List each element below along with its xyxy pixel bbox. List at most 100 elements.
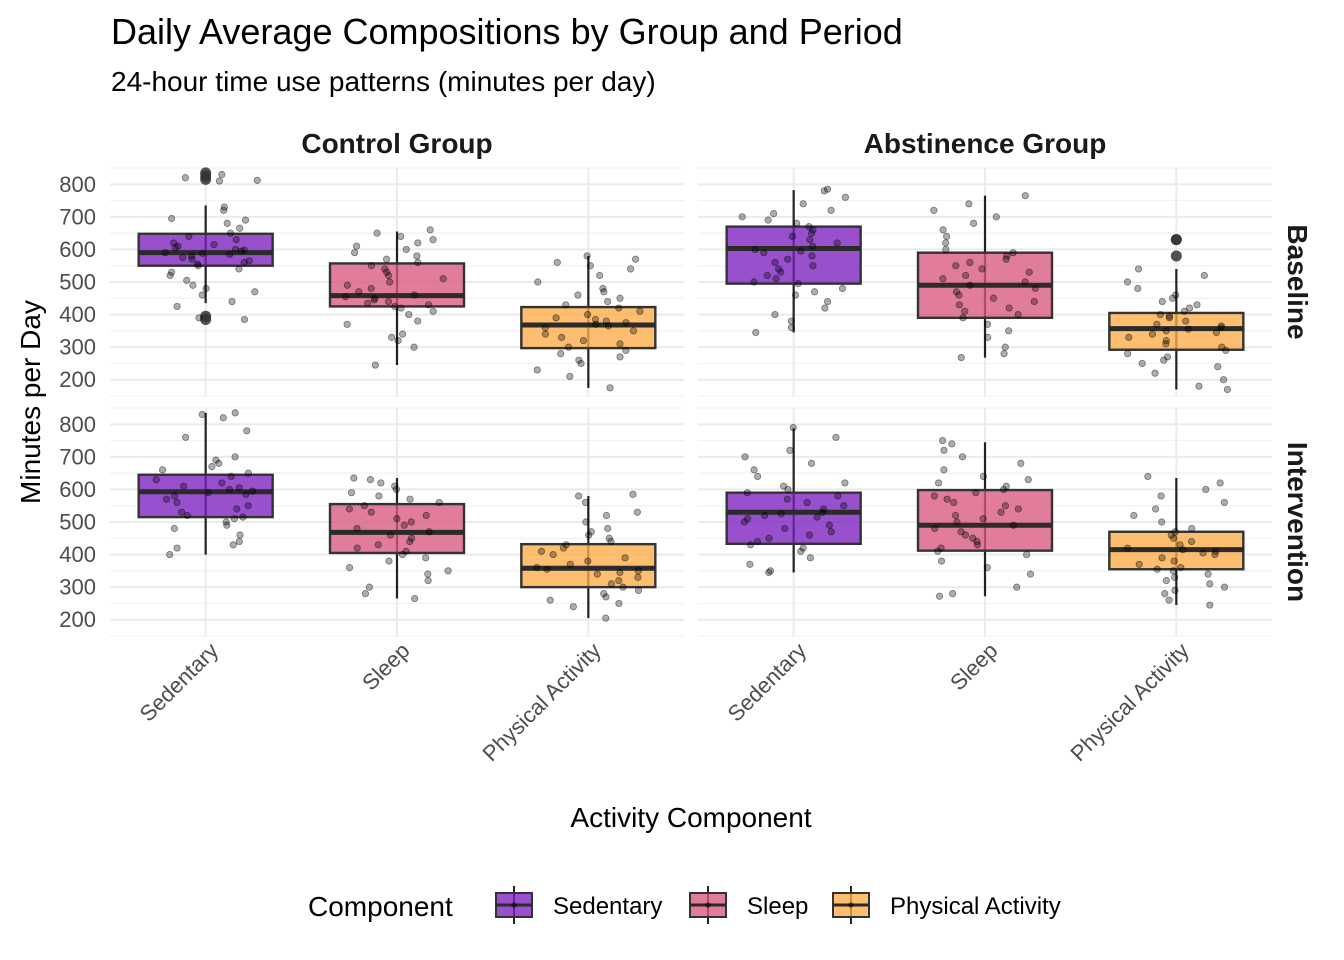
jitter-point bbox=[575, 356, 583, 364]
jitter-point bbox=[1212, 328, 1221, 337]
box-rect bbox=[520, 542, 657, 589]
jitter-point bbox=[1124, 544, 1132, 552]
jitter-point bbox=[1217, 322, 1225, 330]
jitter-point bbox=[429, 236, 437, 244]
jitter-point bbox=[1206, 601, 1214, 609]
jitter-point bbox=[382, 255, 391, 263]
outlier-point bbox=[200, 173, 212, 185]
jitter-point bbox=[823, 185, 832, 193]
jitter-point bbox=[979, 472, 987, 480]
jitter-point bbox=[626, 265, 635, 273]
y-tick-label: 300 bbox=[59, 575, 96, 600]
jitter-point bbox=[384, 297, 393, 306]
y-tick-label: 800 bbox=[59, 172, 96, 197]
jitter-point bbox=[1162, 577, 1170, 585]
x-axis-label: Activity Component bbox=[570, 802, 811, 833]
jitter-point bbox=[793, 219, 801, 227]
jitter-point bbox=[235, 484, 243, 492]
jitter-point bbox=[426, 226, 434, 234]
jitter-point bbox=[989, 294, 998, 302]
jitter-point bbox=[596, 271, 604, 280]
legend-item: Sedentary bbox=[495, 886, 662, 924]
jitter-point bbox=[992, 213, 1000, 221]
jitter-point bbox=[775, 265, 783, 273]
jitter-point bbox=[1009, 249, 1017, 257]
jitter-point bbox=[343, 320, 351, 328]
jitter-point bbox=[218, 479, 226, 487]
jitter-point bbox=[1000, 485, 1008, 494]
jitter-point bbox=[244, 502, 252, 510]
jitter-point bbox=[799, 200, 807, 208]
jitter-point bbox=[823, 297, 832, 306]
jitter-point bbox=[806, 236, 814, 244]
jitter-point bbox=[406, 537, 414, 546]
jitter-point bbox=[243, 427, 251, 435]
jitter-point bbox=[552, 314, 560, 322]
jitter-point bbox=[743, 489, 751, 497]
jitter-point bbox=[616, 340, 624, 348]
jitter-point bbox=[771, 258, 779, 267]
jitter-point bbox=[245, 257, 253, 265]
jitter-point bbox=[388, 333, 396, 341]
y-tick-label: 800 bbox=[59, 412, 96, 437]
jitter-point bbox=[943, 495, 951, 503]
jitter-point bbox=[367, 284, 375, 293]
jitter-point bbox=[179, 253, 187, 262]
jitter-point bbox=[1030, 297, 1038, 306]
jitter-point bbox=[772, 275, 780, 283]
jitter-point bbox=[1204, 570, 1212, 578]
jitter-point bbox=[820, 505, 828, 513]
jitter-point bbox=[794, 280, 802, 288]
jitter-point bbox=[763, 271, 771, 280]
jitter-point bbox=[1021, 192, 1029, 200]
facet-strips: Baseline Intervention Control Group Abstine… bbox=[301, 128, 1313, 602]
facet-panel bbox=[110, 407, 684, 637]
jitter-point bbox=[231, 453, 239, 461]
jitter-point bbox=[210, 240, 218, 249]
jitter-point bbox=[198, 291, 206, 299]
jitter-point bbox=[557, 350, 565, 358]
jitter-point bbox=[752, 328, 760, 337]
jitter-point bbox=[1002, 482, 1010, 490]
jitter-point bbox=[398, 550, 407, 559]
jitter-point bbox=[414, 258, 422, 267]
jitter-point bbox=[1217, 323, 1225, 332]
jitter-point bbox=[943, 232, 951, 240]
jitter-point bbox=[1005, 304, 1013, 312]
jitter-point bbox=[939, 226, 947, 234]
jitter-point bbox=[1162, 327, 1170, 335]
box-rect bbox=[725, 225, 862, 285]
jitter-point bbox=[1169, 567, 1177, 575]
jitter-point bbox=[741, 453, 749, 461]
jitter-point bbox=[345, 563, 354, 572]
jitter-point bbox=[940, 466, 948, 474]
jitter-point bbox=[1223, 385, 1231, 394]
jitter-point bbox=[587, 528, 595, 536]
jitter-point bbox=[232, 236, 240, 244]
jitter-point bbox=[813, 513, 821, 521]
jitter-point bbox=[746, 541, 755, 549]
jitter-point bbox=[385, 557, 393, 565]
y-tick-label: 600 bbox=[59, 477, 96, 502]
jitter-point bbox=[622, 319, 630, 327]
jitter-point bbox=[764, 216, 772, 224]
jitter-point bbox=[1134, 265, 1143, 273]
jitter-point bbox=[562, 301, 570, 309]
box-rect bbox=[520, 305, 657, 350]
jitter-point bbox=[240, 258, 248, 267]
jitter-point bbox=[202, 284, 210, 293]
jitter-point bbox=[242, 490, 250, 498]
jitter-point bbox=[366, 476, 375, 484]
jitter-point bbox=[1182, 317, 1190, 325]
jitter-point bbox=[809, 242, 817, 250]
jitter-point bbox=[1220, 498, 1228, 507]
jitter-point bbox=[391, 482, 399, 490]
legend-item: Physical Activity bbox=[832, 886, 1061, 924]
jitter-point bbox=[1026, 570, 1035, 578]
jitter-point bbox=[1176, 541, 1184, 549]
jitter-point bbox=[239, 513, 247, 521]
jitter-point bbox=[170, 239, 178, 247]
jitter-point bbox=[961, 531, 970, 539]
jitter-point bbox=[840, 502, 848, 510]
jitter-point bbox=[615, 577, 623, 585]
